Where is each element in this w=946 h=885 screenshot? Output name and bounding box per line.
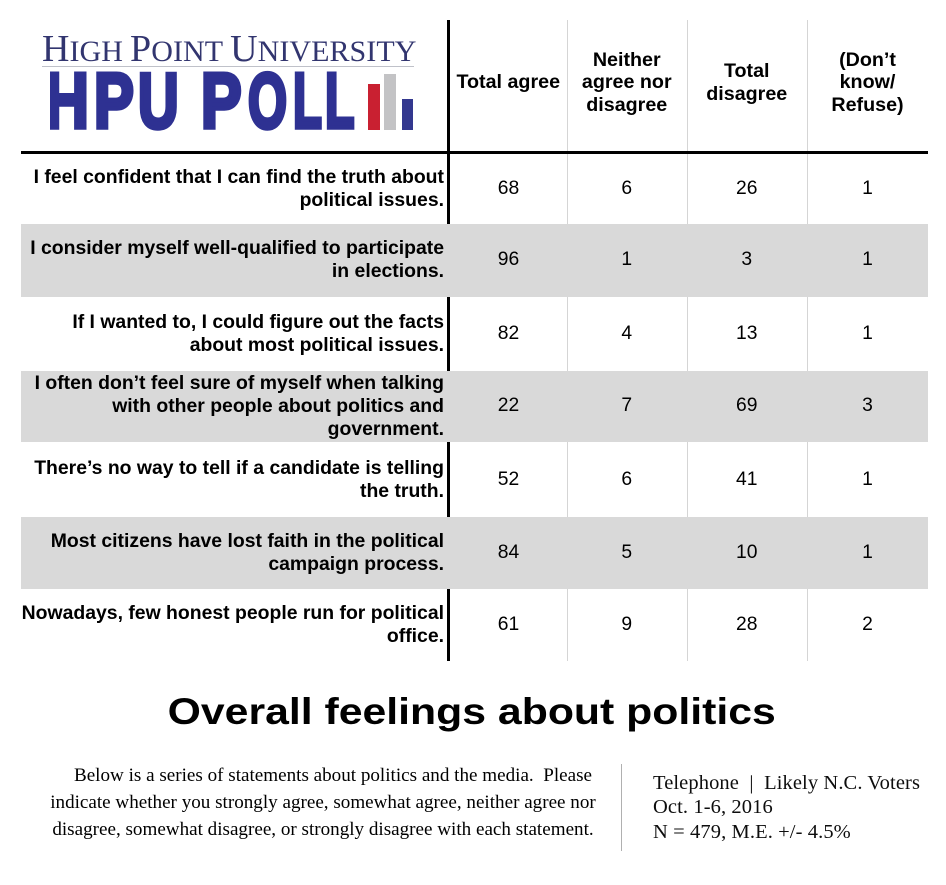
svg-text:P: P: [94, 68, 134, 140]
svg-text:P: P: [201, 68, 242, 140]
svg-text:O: O: [248, 68, 287, 140]
svg-text:L: L: [325, 68, 354, 140]
svg-text:H: H: [50, 68, 89, 140]
svg-text:U: U: [138, 68, 179, 140]
svg-text:L: L: [293, 68, 322, 140]
